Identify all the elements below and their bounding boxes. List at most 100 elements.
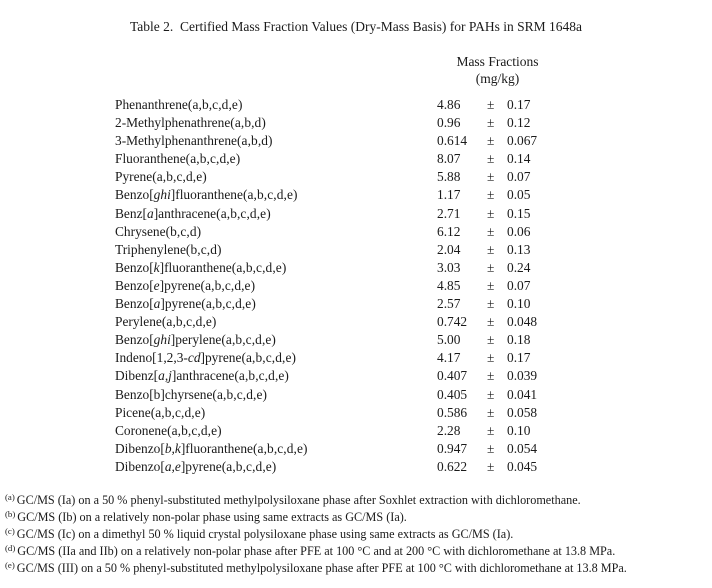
compound-name: Benzo[ghi]perylene(a,b,c,d,e) (115, 332, 276, 348)
compound-superscript: (a,b,c,d,e) (221, 458, 277, 474)
uncertainty-value: 0.041 (507, 386, 538, 402)
footnote: (e) GC/MS (III) on a 50 % phenyl-substitu… (5, 560, 709, 577)
uncertainty-value: 0.07 (507, 277, 531, 293)
uncertainty-value: 0.05 (507, 187, 531, 203)
mass-fraction-value: 0.742 (437, 314, 468, 330)
mass-fraction-value: 0.96 (437, 115, 461, 131)
footnote: (b) GC/MS (Ib) on a relatively non-polar … (5, 509, 709, 526)
column-header-units: (mg/kg) (475, 71, 520, 86)
uncertainty-value: 0.12 (507, 115, 531, 131)
mass-fraction-value: 6.12 (437, 223, 461, 239)
plus-minus-sign: ± (487, 205, 495, 221)
compound-name: Benzo[ghi]fluoranthene(a,b,c,d,e) (115, 187, 298, 203)
compound-name-italic-segment: k (153, 259, 160, 275)
uncertainty-value: 0.14 (507, 151, 531, 167)
footnote-text: GC/MS (III) on a 50 % phenyl-substituted… (16, 561, 627, 575)
compound-name: Dibenzo[a,e]pyrene(a,b,c,d,e) (115, 458, 277, 474)
footnote: (c) GC/MS (Ic) on a dimethyl 50 % liquid … (5, 526, 709, 543)
mass-fraction-value: 4.85 (437, 277, 461, 293)
uncertainty-value: 0.067 (507, 133, 538, 149)
plus-minus-sign: ± (487, 133, 495, 149)
compound-superscript: (a,b,c,d,e) (167, 422, 222, 438)
plus-minus-sign: ± (487, 115, 495, 131)
table-row: 2-Methylphenathrene(a,b,d) 0.96 ±0.12 (0, 114, 712, 132)
certified-values-table: Phenanthrene(a,b,c,d,e) 4.86 ±0.17 2-Methyl… (0, 96, 712, 476)
compound-superscript: (a,b,c,d,e) (252, 440, 308, 456)
compound-superscript: (a,b,c,d,e) (161, 314, 217, 330)
mass-fraction-value: 2.57 (437, 296, 461, 312)
compound-name-italic-segment: b,k (164, 440, 181, 456)
plus-minus-sign: ± (487, 169, 495, 185)
uncertainty-value: 0.15 (507, 205, 531, 221)
mass-fraction-value: 2.71 (437, 205, 461, 221)
compound-name: Coronene(a,b,c,d,e) (115, 422, 222, 438)
plus-minus-sign: ± (487, 241, 495, 257)
compound-name: Chrysene(b,c,d) (115, 223, 202, 239)
mass-fraction-value: 4.86 (437, 97, 461, 112)
compound-superscript: (a,b,c,d,e) (152, 169, 207, 185)
compound-name-italic-segment: a (146, 205, 154, 221)
compound-superscript: (a,b,c,d,e) (221, 332, 276, 348)
compound-name-italic-segment: e (153, 277, 160, 293)
compound-superscript: (a,b,c,d,e) (185, 151, 241, 167)
table-row: Benz[a]anthracene(a,b,c,d,e) 2.71 ±0.15 (0, 205, 712, 223)
plus-minus-sign: ± (487, 332, 495, 348)
compound-name: Phenanthrene(a,b,c,d,e) (115, 97, 243, 112)
compound-superscript: (b,c,d) (165, 223, 202, 239)
table-row: Triphenylene(b,c,d) 2.04 ±0.13 (0, 241, 712, 259)
uncertainty-value: 0.10 (507, 422, 531, 438)
compound-name: Benzo[a]pyrene(a,b,c,d,e) (115, 296, 256, 312)
mass-fraction-value: 3.03 (437, 259, 461, 275)
compound-name-italic-segment: a,e (164, 458, 181, 474)
compound-name: Benzo[b]chyrsene(a,b,c,d,e) (115, 386, 268, 402)
mass-fraction-value: 0.947 (437, 440, 468, 456)
uncertainty-value: 0.048 (507, 314, 538, 330)
mass-fraction-value: 0.407 (437, 368, 468, 384)
table-row: Chrysene(b,c,d) 6.12 ±0.06 (0, 223, 712, 241)
table-row: Benzo[b]chyrsene(a,b,c,d,e) 0.405 ±0.041 (0, 386, 712, 404)
mass-fraction-value: 0.586 (437, 404, 468, 420)
plus-minus-sign: ± (487, 259, 495, 275)
compound-name: Perylene(a,b,c,d,e) (115, 314, 217, 330)
footnote-text: GC/MS (Ib) on a relatively non-polar pha… (17, 510, 407, 524)
mass-fraction-value: 2.04 (437, 241, 461, 257)
compound-superscript: (a,b,c,d,e) (150, 404, 206, 420)
table-row: Dibenzo[a,e]pyrene(a,b,c,d,e) 0.622 ±0.045 (0, 458, 712, 476)
plus-minus-sign: ± (487, 386, 495, 402)
table-row: Benzo[k]fluoranthene(a,b,c,d,e) 3.03 ±0.24 (0, 259, 712, 277)
plus-minus-sign: ± (487, 368, 495, 384)
compound-name-italic-segment: ghi (153, 332, 171, 348)
table-row: Dibenzo[b,k]fluoranthene(a,b,c,d,e) 0.947… (0, 440, 712, 458)
compound-name: Indeno[1,2,3-cd]pyrene(a,b,c,d,e) (115, 350, 297, 366)
mass-fraction-value: 2.28 (437, 422, 461, 438)
mass-fraction-value: 5.00 (437, 332, 461, 348)
compound-superscript: (a,b,c,d,e) (234, 368, 289, 384)
compound-name-italic-segment: cd (187, 350, 201, 366)
plus-minus-sign: ± (487, 151, 495, 167)
mass-fraction-value: 1.17 (437, 187, 461, 203)
plus-minus-sign: ± (487, 97, 495, 112)
footnote: (d) GC/MS (IIa and IIb) on a relatively n… (5, 543, 709, 560)
compound-name-italic-segment: a (153, 296, 161, 312)
plus-minus-sign: ± (487, 187, 495, 203)
uncertainty-value: 0.10 (507, 296, 531, 312)
compound-superscript: (b,c,d) (185, 241, 222, 257)
uncertainty-value: 0.07 (507, 169, 531, 185)
uncertainty-value: 0.18 (507, 332, 531, 348)
compound-superscript: (a,b,d) (230, 115, 266, 131)
compound-superscript: (a,b,c,d,e) (187, 97, 243, 112)
plus-minus-sign: ± (487, 350, 495, 366)
table-row: Coronene(a,b,c,d,e) 2.28 ±0.10 (0, 422, 712, 440)
plus-minus-sign: ± (487, 277, 495, 293)
uncertainty-value: 0.17 (507, 97, 531, 112)
compound-name-italic-segment: a,j (158, 368, 172, 384)
compound-name: Picene(a,b,c,d,e) (115, 404, 206, 420)
table-row: Benzo[e]pyrene(a,b,c,d,e) 4.85 ±0.07 (0, 277, 712, 295)
compound-superscript: (a,b,c,d,e) (201, 296, 256, 312)
footnote: (a) GC/MS (Ia) on a 50 % phenyl-substitut… (5, 492, 709, 509)
compound-name: Benzo[e]pyrene(a,b,c,d,e) (115, 277, 256, 293)
table-row: Dibenz[a,j]anthracene(a,b,c,d,e) 0.407 ±0.… (0, 367, 712, 385)
table-row: Pyrene(a,b,c,d,e) 5.88 ±0.07 (0, 168, 712, 186)
compound-name: Dibenzo[b,k]fluoranthene(a,b,c,d,e) (115, 440, 308, 456)
